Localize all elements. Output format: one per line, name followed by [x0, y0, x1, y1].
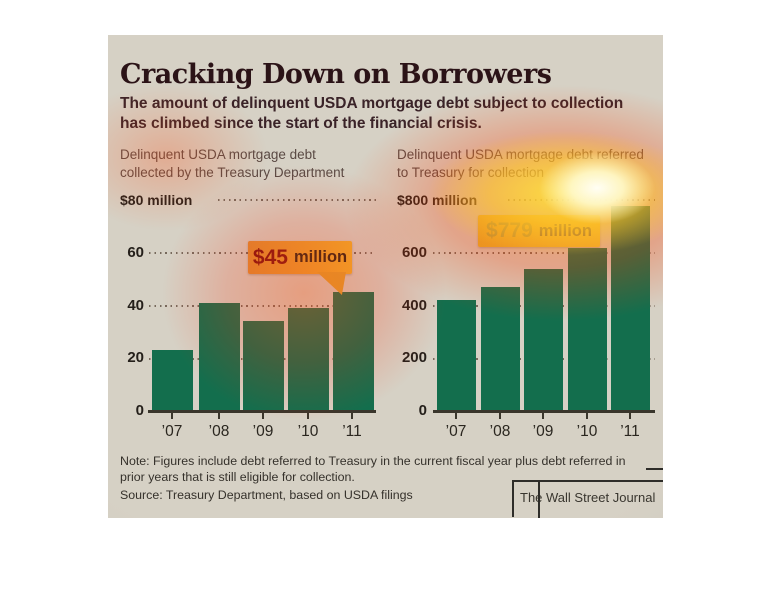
credit-box-inner-rule	[538, 480, 540, 518]
chart-right-heading: Delinquent USDA mortgage debt referred t…	[397, 147, 644, 180]
chart-left-unit-label: $80 million	[120, 192, 193, 208]
callout-value: $779	[486, 219, 533, 242]
callout-45-million: $45 million	[248, 241, 352, 295]
bar-’11	[611, 205, 650, 411]
publisher-credit: The Wall Street Journal	[520, 490, 656, 505]
gridline-800	[508, 199, 655, 201]
callout-suffix: million	[293, 248, 348, 266]
ytick-0: 0	[418, 402, 427, 419]
bar-’10	[568, 247, 607, 411]
axis-tick	[455, 413, 457, 419]
subtitle: The amount of delinquent USDA mortgage d…	[120, 95, 624, 133]
xlabel-10: ’10	[297, 423, 319, 440]
callout-value: $45	[252, 245, 288, 269]
xlabel-09: ’09	[532, 423, 554, 440]
ytick-60: 60	[127, 244, 144, 261]
source-line: Source: Treasury Department, based on US…	[120, 488, 413, 502]
x-axis-right	[433, 410, 655, 413]
ytick-200: 200	[401, 349, 427, 366]
bar-’07	[437, 300, 476, 411]
bar-’07	[152, 350, 193, 411]
xlabel-11: ’11	[620, 423, 640, 440]
chart-right-unit-label: $800 million	[397, 192, 478, 208]
ytick-20: 20	[127, 349, 144, 366]
graphic-canvas: Cracking Down on Borrowers The amount of…	[108, 35, 663, 518]
callout-suffix: million	[538, 221, 592, 240]
axis-tick	[262, 413, 264, 419]
credit-box-left-rule	[512, 480, 514, 517]
bar-’08	[199, 302, 240, 411]
xlabel-10: ’10	[576, 423, 598, 440]
ytick-600: 600	[401, 244, 427, 261]
credit-box-top-rule	[512, 480, 663, 482]
page-title: Cracking Down on Borrowers	[120, 59, 552, 90]
axis-tick	[218, 413, 220, 419]
axis-tick	[542, 413, 544, 419]
ytick-400: 400	[401, 297, 427, 314]
axis-tick	[499, 413, 501, 419]
xlabel-08: ’08	[208, 423, 230, 440]
xlabel-07: ’07	[445, 423, 467, 440]
bar-’10	[288, 308, 329, 411]
bar-’08	[481, 287, 520, 411]
axis-tick	[351, 413, 353, 419]
bar-’11	[333, 292, 374, 411]
axis-tick	[629, 413, 631, 419]
bar-’09	[243, 321, 284, 411]
callout-779-million: $779 million	[478, 215, 600, 247]
axis-tick	[586, 413, 588, 419]
ytick-0: 0	[135, 402, 144, 419]
xlabel-07: ’07	[161, 423, 183, 440]
gridline-80	[218, 199, 376, 201]
ytick-40: 40	[127, 297, 144, 314]
credit-mark-dash	[646, 468, 663, 470]
xlabel-09: ’09	[252, 423, 274, 440]
callout-pointer	[317, 272, 346, 295]
chart-left-heading: Delinquent USDA mortgage debt collected …	[120, 147, 345, 180]
bar-’09	[524, 268, 563, 411]
xlabel-08: ’08	[489, 423, 511, 440]
axis-tick	[307, 413, 309, 419]
xlabel-11: ’11	[342, 423, 362, 440]
axis-tick	[171, 413, 173, 419]
